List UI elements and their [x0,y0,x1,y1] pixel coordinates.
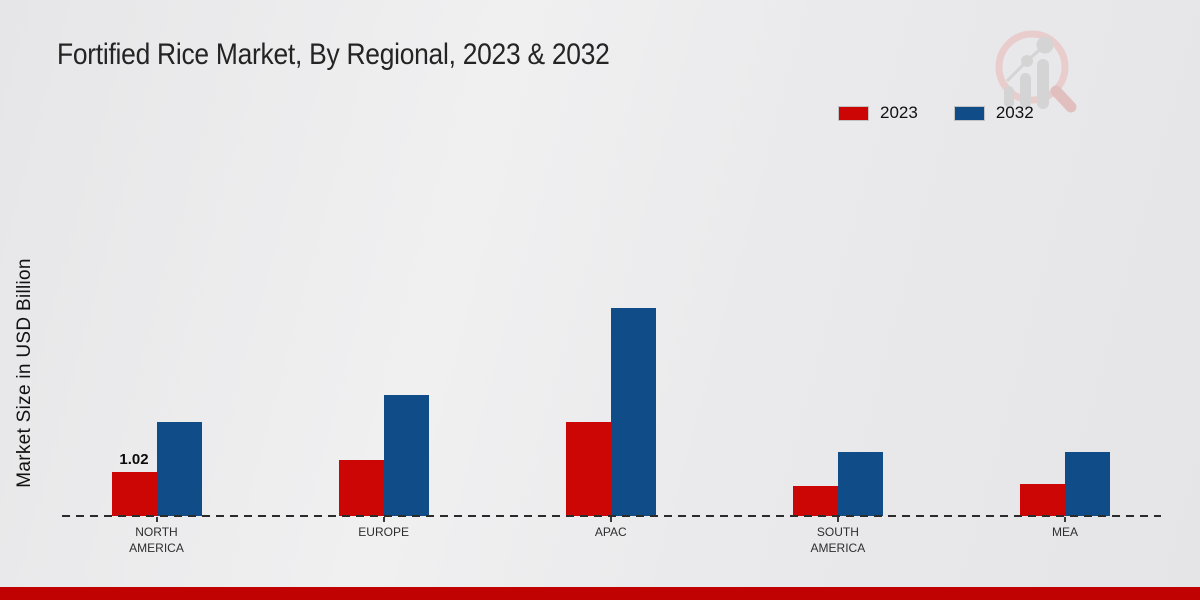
bar-2023-south-america [792,486,838,516]
axis-tick-north-america [155,517,158,522]
bar-value-label: 1.02 [119,451,149,468]
axis-tick-south-america [836,517,839,522]
legend-item-2032: 2032 [953,103,1034,123]
magnifier-bar-chart-logo-icon [995,30,1077,113]
bar-2032-mea [1065,452,1110,516]
legend-item-2023: 2023 [838,103,918,123]
legend: 2023 2032 [838,103,1034,123]
bar-2032-europe [383,395,429,516]
category-label-south-america: SOUTH AMERICA [810,525,866,555]
bar-2032-south-america [837,452,883,516]
legend-label-2023: 2023 [880,103,918,122]
category-label-north-america: NORTH AMERICA [129,525,184,555]
legend-swatch-2023 [838,105,869,121]
x-axis-baseline [62,515,1161,517]
bar-2023-europe [338,460,384,516]
legend-label-2032: 2032 [995,103,1034,122]
category-label-europe: EUROPE [358,525,409,539]
bar-2023-north-america [111,472,157,516]
bar-2023-apac [565,422,611,516]
chart-title: Fortified Rice Market, By Regional, 2023… [57,38,610,71]
bar-2032-apac [610,308,656,516]
axis-tick-europe [382,517,385,522]
footer-accent-bar [0,587,1200,600]
axis-tick-apac [609,517,612,522]
legend-swatch-2032 [953,105,985,121]
category-label-mea: MEA [1051,525,1078,539]
bar-2032-north-america [156,422,202,516]
bar-2023-mea [1020,484,1065,516]
axis-tick-mea [1064,517,1066,522]
category-label-apac: APAC [594,525,627,539]
